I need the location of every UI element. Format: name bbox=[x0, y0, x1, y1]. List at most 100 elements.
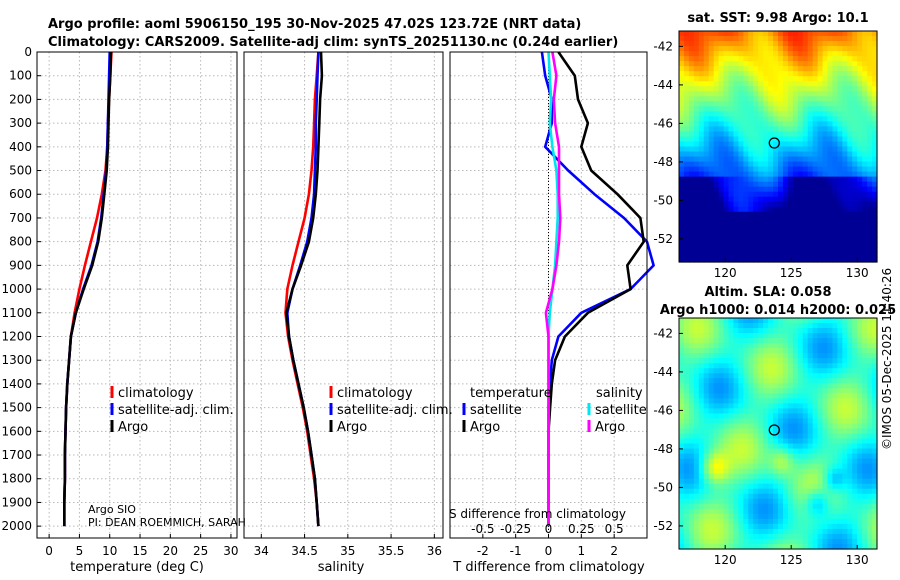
map-cell bbox=[867, 338, 873, 344]
map-cell bbox=[733, 408, 739, 415]
map-cell bbox=[872, 66, 878, 72]
map-cell bbox=[768, 181, 774, 188]
map-cell bbox=[768, 458, 774, 465]
map-cell bbox=[852, 493, 858, 500]
map-cell bbox=[688, 221, 695, 228]
map-cell bbox=[768, 358, 774, 364]
map-cell bbox=[693, 333, 700, 339]
map-cell bbox=[787, 206, 794, 213]
map-cell bbox=[693, 438, 700, 445]
map-cell bbox=[862, 156, 868, 163]
map-cell bbox=[802, 443, 809, 450]
map-cell bbox=[743, 478, 749, 485]
map-cell bbox=[827, 353, 834, 359]
map-cell bbox=[857, 206, 863, 213]
map-cell bbox=[812, 538, 819, 545]
temperature-panel: 0 5 10 15 20 25 30 010020030040050060070080090… bbox=[1, 45, 245, 575]
map-cell bbox=[857, 398, 863, 404]
map-cell bbox=[787, 231, 794, 238]
map-cell bbox=[832, 141, 838, 148]
map-cell bbox=[718, 116, 725, 122]
map-cell bbox=[733, 51, 739, 57]
map-cell bbox=[867, 151, 873, 158]
map-cell bbox=[857, 111, 863, 117]
map-cell bbox=[718, 318, 725, 324]
map-cell bbox=[688, 333, 695, 339]
map-cell bbox=[847, 36, 853, 42]
map-cell bbox=[797, 246, 804, 253]
map-cell bbox=[723, 428, 730, 435]
map-cell bbox=[738, 528, 744, 535]
map-cell bbox=[797, 196, 804, 203]
map-cell bbox=[688, 533, 695, 540]
map-cell bbox=[782, 176, 789, 183]
map-cell bbox=[718, 96, 725, 102]
map-cell bbox=[847, 538, 853, 545]
map-cell bbox=[713, 413, 720, 420]
map-cell bbox=[837, 196, 843, 203]
map-cell bbox=[812, 91, 819, 97]
map-cell bbox=[683, 206, 690, 213]
map-cell bbox=[872, 151, 878, 158]
map-cell bbox=[837, 171, 843, 178]
map-cell bbox=[728, 528, 735, 535]
map-cell bbox=[768, 91, 774, 97]
map-cell bbox=[693, 463, 700, 470]
map-cell bbox=[852, 363, 858, 369]
map-cell bbox=[763, 71, 769, 77]
map-cell bbox=[773, 66, 779, 72]
map-cell bbox=[822, 423, 829, 430]
map-cell bbox=[842, 328, 848, 334]
map-cell bbox=[782, 513, 789, 520]
map-cell bbox=[713, 368, 720, 374]
map-cell bbox=[827, 121, 834, 128]
map-cell bbox=[822, 126, 829, 133]
map-cell bbox=[867, 61, 873, 67]
map-cell bbox=[723, 241, 730, 248]
map-cell bbox=[842, 428, 848, 435]
map-cell bbox=[807, 181, 814, 188]
map-cell bbox=[693, 41, 700, 47]
map-cell bbox=[728, 46, 735, 52]
map-cell bbox=[827, 333, 834, 339]
map-cell bbox=[832, 443, 838, 450]
map-cell bbox=[723, 51, 730, 57]
map-cell bbox=[688, 126, 695, 133]
map-cell bbox=[738, 333, 744, 339]
map-cell bbox=[728, 423, 735, 430]
map-cell bbox=[723, 358, 730, 364]
map-cell bbox=[867, 438, 873, 445]
map-cell bbox=[817, 46, 824, 52]
map-cell bbox=[679, 533, 685, 540]
map-cell bbox=[728, 418, 735, 425]
map-cell bbox=[733, 338, 739, 344]
map-cell bbox=[708, 156, 715, 163]
map-cell bbox=[743, 256, 749, 263]
map-cell bbox=[812, 121, 819, 128]
map-cell bbox=[758, 328, 764, 334]
map-cell bbox=[792, 498, 799, 505]
map-cell bbox=[738, 186, 744, 193]
map-cell bbox=[872, 353, 878, 359]
map-cell bbox=[847, 388, 853, 394]
map-cell bbox=[683, 363, 690, 369]
map-cell bbox=[683, 498, 690, 505]
map-cell bbox=[773, 403, 779, 409]
map-cell bbox=[703, 508, 710, 515]
map-cell bbox=[693, 433, 700, 440]
map-cell bbox=[743, 91, 749, 97]
map-cell bbox=[738, 343, 744, 349]
map-cell bbox=[693, 171, 700, 178]
map-cell bbox=[679, 166, 685, 173]
map-cell bbox=[872, 318, 878, 324]
map-cell bbox=[679, 46, 685, 52]
map-cell bbox=[698, 538, 705, 545]
map-cell bbox=[792, 176, 799, 183]
map-cell bbox=[743, 181, 749, 188]
map-cell bbox=[872, 86, 878, 92]
map-cell bbox=[718, 81, 725, 87]
map-cell bbox=[797, 221, 804, 228]
map-cell bbox=[703, 408, 710, 415]
map-cell bbox=[738, 116, 744, 122]
salinity-xlabel: salinity bbox=[318, 560, 365, 575]
